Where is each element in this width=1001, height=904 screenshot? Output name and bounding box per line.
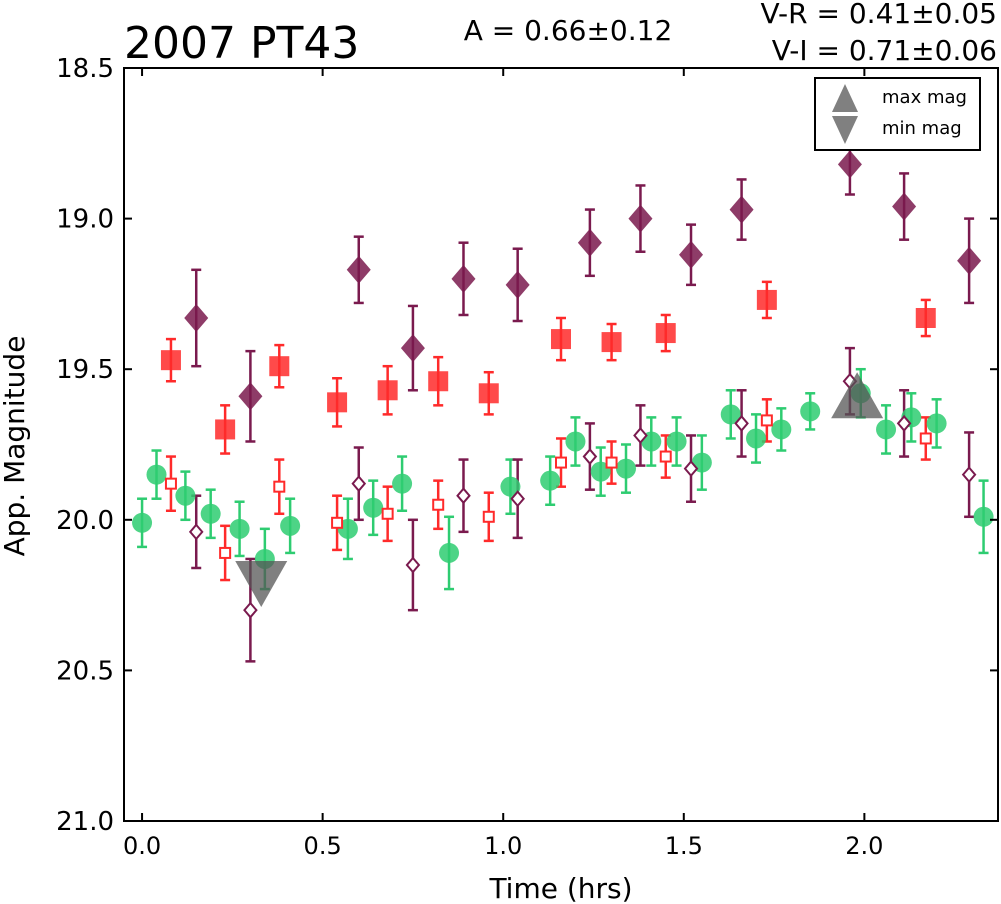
data-point-diamond — [729, 195, 754, 224]
data-point-diamond — [679, 240, 704, 269]
data-point-circle — [500, 476, 521, 497]
data-point-diamond — [577, 228, 602, 257]
data-point-square-open — [273, 480, 286, 493]
data-point-diamond-open — [582, 448, 598, 466]
max-mag-marker — [831, 372, 884, 419]
y-tick-label: 19.0 — [56, 205, 114, 235]
data-point-square-open — [219, 546, 232, 559]
legend: max mag min mag — [814, 77, 981, 151]
chart-title: 2007 PT43 — [124, 18, 359, 69]
data-point-diamond-open — [633, 426, 648, 445]
data-point-square-open — [164, 477, 177, 490]
data-point-circle — [926, 413, 947, 434]
data-point-diamond-open — [188, 523, 204, 541]
y-axis-label: App. Magnitude — [0, 336, 31, 557]
data-point-square — [551, 329, 571, 350]
plot-frame — [123, 67, 999, 822]
data-point-circle — [540, 470, 561, 491]
data-point-diamond — [238, 382, 263, 411]
data-point-square-open — [555, 456, 567, 469]
amplitude-label: A = 0.66±0.12 — [464, 14, 673, 47]
data-point-square-open — [331, 516, 344, 529]
data-point-diamond — [837, 150, 862, 179]
data-point-diamond — [451, 264, 476, 293]
data-point-square — [756, 289, 777, 310]
max-mag-legend-icon — [832, 84, 858, 112]
min-mag-legend-icon — [832, 116, 858, 144]
data-point-square-open — [659, 450, 672, 463]
data-point-diamond — [400, 334, 425, 363]
data-point-diamond-open — [456, 487, 471, 505]
data-point-square-open — [482, 510, 495, 523]
data-point-diamond — [346, 255, 371, 284]
legend-label-min: min mag — [882, 118, 962, 139]
data-point-square — [478, 383, 499, 404]
x-tick-label: 1.5 — [665, 832, 703, 860]
data-point-square — [377, 380, 398, 401]
data-point-square — [160, 350, 181, 371]
x-tick-label: 0.5 — [304, 832, 342, 860]
data-point-circle — [746, 428, 767, 449]
data-point-diamond-open — [896, 414, 912, 432]
data-point-circle — [973, 506, 994, 527]
data-point-diamond-open — [351, 475, 367, 493]
data-point-circle — [565, 431, 586, 452]
data-point-square — [915, 307, 936, 328]
data-point-square — [428, 371, 449, 392]
y-tick-label: 20.5 — [56, 656, 114, 686]
data-point-circle — [363, 497, 384, 518]
data-point-circle — [132, 512, 153, 533]
data-point-square-open — [760, 414, 773, 427]
data-point-circle — [439, 542, 460, 563]
y-tick-label: 18.5 — [56, 54, 114, 84]
data-point-diamond — [892, 192, 917, 221]
data-point-circle — [720, 404, 741, 425]
data-point-diamond-open — [243, 601, 258, 619]
data-point-square-open — [605, 456, 618, 469]
data-point-square-open — [919, 432, 932, 445]
extrema-markers-layer — [235, 372, 884, 608]
data-point-circle — [771, 419, 792, 440]
data-point-diamond-open — [961, 466, 977, 484]
min-mag-marker — [235, 561, 288, 608]
data-point-circle — [666, 431, 687, 452]
legend-label-max: max mag — [882, 87, 967, 108]
data-point-square — [655, 323, 676, 344]
data-point-diamond — [505, 270, 530, 299]
data-point-diamond — [184, 303, 209, 332]
y-tick-label: 19.5 — [56, 355, 114, 385]
data-point-diamond — [957, 246, 982, 275]
data-point-square-open — [381, 507, 394, 520]
data-point-circle — [175, 485, 196, 506]
data-point-circle — [229, 518, 250, 539]
data-point-square — [327, 392, 348, 413]
data-point-diamond-open — [734, 414, 749, 432]
color-index-vi: V-I = 0.71±0.06 — [772, 34, 997, 67]
axis-ticks-layer: 0.0 0.5 1.0 1.5 2.0 18.5 19.0 19.5 20.0 20.5 21.0 — [56, 54, 998, 860]
data-point-circle — [146, 464, 167, 485]
data-point-circle — [616, 458, 637, 479]
x-axis-label: Time (hrs) — [488, 872, 632, 904]
data-point-diamond — [628, 204, 653, 233]
data-point-square — [269, 356, 290, 377]
data-point-circle — [876, 419, 897, 440]
data-point-circle — [800, 401, 821, 422]
data-point-circle — [200, 503, 221, 524]
data-point-diamond-open — [683, 460, 699, 478]
y-tick-label: 21.0 — [56, 807, 114, 837]
x-tick-label: 2.0 — [845, 832, 883, 860]
data-point-square — [601, 332, 622, 353]
data-point-diamond-open — [510, 490, 525, 508]
y-tick-label: 20.0 — [56, 506, 114, 536]
color-index-vr: V-R = 0.41±0.05 — [761, 0, 997, 30]
chart-marks-layer — [132, 133, 994, 663]
x-tick-label: 1.0 — [484, 832, 522, 860]
data-point-circle — [392, 473, 413, 494]
data-point-square-open — [432, 498, 445, 511]
data-point-square — [215, 419, 236, 440]
x-tick-label: 0.0 — [123, 832, 161, 860]
data-point-diamond-open — [405, 556, 421, 574]
data-point-circle — [280, 515, 301, 536]
